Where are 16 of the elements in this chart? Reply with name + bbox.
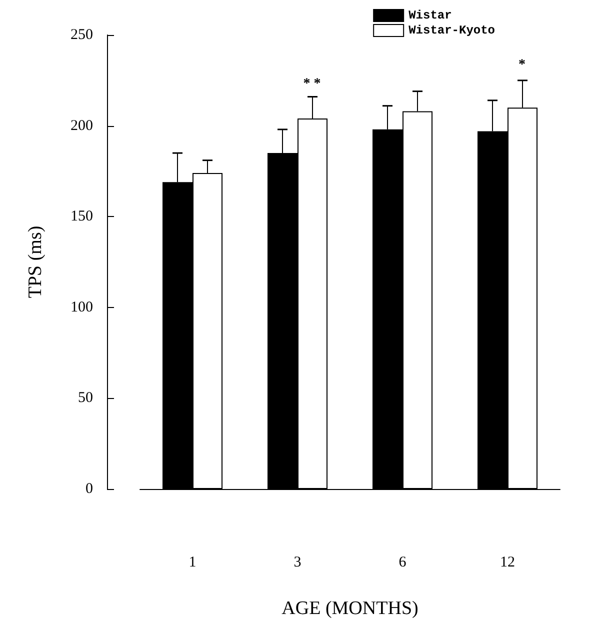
annotation: * bbox=[518, 58, 526, 72]
y-tick-label: 200 bbox=[70, 118, 93, 134]
legend-label: Wistar bbox=[408, 8, 452, 22]
x-axis-title: AGE (MONTHS) bbox=[282, 598, 418, 619]
x-tick-label: 3 bbox=[294, 554, 302, 570]
x-tick-label: 6 bbox=[398, 554, 407, 570]
x-tick-label: 1 bbox=[188, 554, 196, 570]
y-tick-label: 100 bbox=[70, 299, 93, 316]
annotation: * * bbox=[303, 76, 321, 92]
y-tick-label: 0 bbox=[86, 481, 93, 497]
x-tick-label: 12 bbox=[500, 554, 515, 570]
legend-label: Wistar-Kyoto bbox=[408, 24, 496, 38]
y-tick-label: 50 bbox=[78, 390, 93, 406]
y-tick-label: 150 bbox=[70, 208, 93, 225]
y-tick-label: 250 bbox=[70, 27, 93, 43]
y-axis-title: TPS (ms) bbox=[25, 226, 46, 298]
